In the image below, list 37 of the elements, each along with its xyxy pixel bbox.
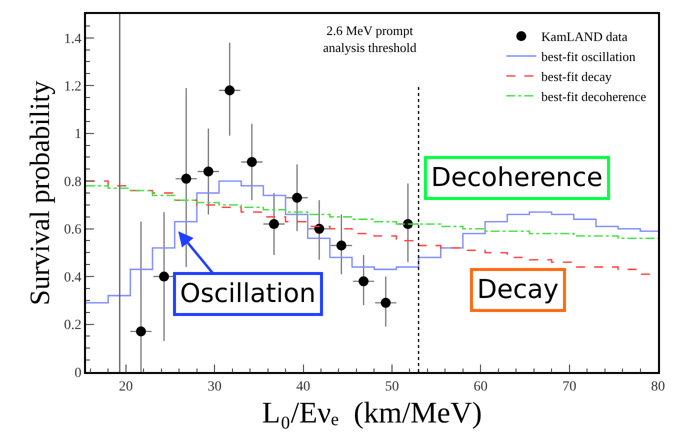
y-tick-label: 0.6 — [64, 222, 82, 238]
legend-label: KamLAND data — [541, 29, 628, 44]
point — [181, 174, 192, 184]
point — [224, 85, 235, 96]
point — [159, 272, 170, 282]
x-tick-label: 80 — [651, 380, 665, 395]
point — [358, 276, 369, 286]
point — [380, 298, 391, 308]
y-axis-title: Survival probability — [25, 80, 56, 306]
ref-line-label: 2.6 MeV prompt analysis threshold — [323, 23, 418, 55]
x-tick-label: 20 — [118, 380, 133, 395]
point — [402, 219, 413, 230]
y-tick-label: 0 — [74, 366, 82, 381]
x-axis-title: L₀/Eνₑ (km/MeV) — [262, 396, 482, 430]
point — [269, 219, 280, 230]
x-tick-label: 70 — [562, 380, 576, 395]
point — [136, 326, 146, 336]
x-tick-label: 50 — [384, 380, 399, 395]
legend-label: best-fit decay — [541, 68, 612, 84]
y-tick-label: 0.8 — [64, 174, 82, 190]
y-tick-label: 0.4 — [64, 270, 82, 286]
x-tick-label: 40 — [296, 380, 310, 395]
y-tick-label: 1.4 — [64, 32, 82, 47]
annotation: Oscillation — [180, 279, 316, 309]
annotation: Decay — [477, 275, 559, 305]
x-tick-label: 60 — [474, 380, 488, 395]
legend-label: best-fit decoherence — [541, 88, 647, 104]
point — [203, 166, 214, 177]
y-tick-label: 0.2 — [64, 318, 82, 334]
legend-label: best-fit oscillation — [541, 49, 636, 64]
annotation: Decoherence — [431, 163, 603, 193]
x-tick-label: 30 — [208, 380, 222, 395]
y-tick-label: 1.2 — [64, 80, 82, 94]
point — [292, 192, 302, 203]
point — [336, 240, 346, 251]
point — [246, 156, 257, 167]
y-tick-label: 1 — [74, 127, 82, 142]
